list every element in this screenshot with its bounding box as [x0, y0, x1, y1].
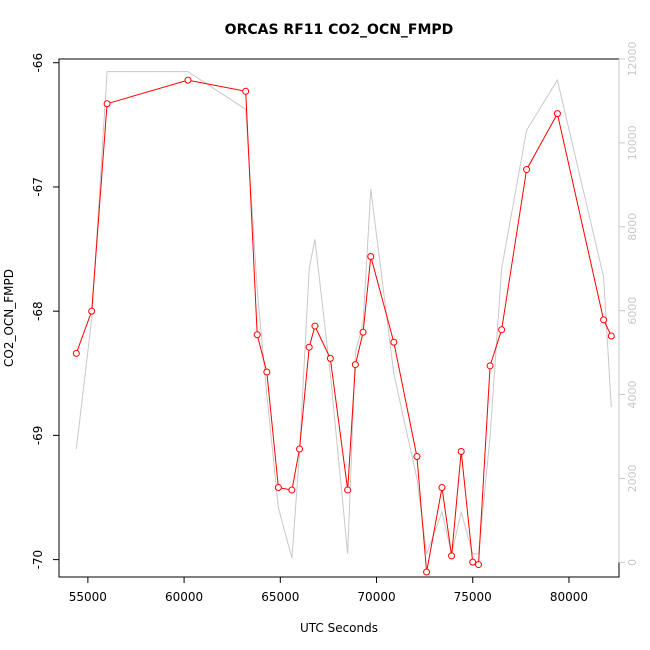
- y2-tick-label: 8000: [626, 213, 639, 241]
- y-axis-left: -66 -67 -68 -69 -70: [31, 53, 60, 570]
- primary-series-point: [344, 486, 352, 494]
- y2-tick-label: 12000: [626, 42, 639, 77]
- y2-tick-label: 2000: [626, 464, 639, 492]
- y-tick-label: -69: [31, 426, 45, 446]
- chart-title: ORCAS RF11 CO2_OCN_FMPD: [225, 22, 454, 38]
- primary-series-point: [390, 338, 398, 346]
- primary-series-point: [457, 448, 465, 456]
- y-tick-label: -67: [31, 177, 45, 197]
- y2-tick-label: 6000: [626, 297, 639, 325]
- x-axis-label: UTC Seconds: [300, 621, 378, 635]
- primary-series-point: [88, 307, 96, 315]
- y-axis-right: 0 2000 4000 6000 8000 10000 12000: [618, 42, 639, 566]
- x-tick-label: 75000: [454, 590, 492, 604]
- primary-series-point: [498, 326, 506, 334]
- x-tick-label: 60000: [165, 590, 203, 604]
- primary-series-point: [288, 486, 296, 494]
- primary-series-point: [72, 349, 80, 357]
- plot-frame: [58, 58, 620, 578]
- primary-series-point: [311, 322, 319, 330]
- y-tick-label: -70: [31, 550, 45, 570]
- x-tick-label: 70000: [357, 590, 395, 604]
- x-tick-label: 65000: [261, 590, 299, 604]
- x-axis: 55000 60000 65000 70000 75000 80000: [69, 576, 588, 604]
- primary-series-point: [253, 331, 261, 339]
- primary-series-point: [242, 87, 250, 95]
- primary-series-line: [75, 79, 612, 573]
- x-tick-label: 55000: [69, 590, 107, 604]
- primary-series-point: [326, 354, 334, 362]
- primary-series-point: [367, 253, 375, 261]
- primary-series-point: [607, 332, 615, 340]
- y2-tick-label: 10000: [626, 125, 639, 160]
- primary-series-point: [423, 568, 431, 576]
- primary-series-point: [486, 362, 494, 370]
- primary-series-point: [523, 166, 531, 174]
- primary-series-point: [296, 445, 304, 453]
- primary-series-point: [305, 343, 313, 351]
- primary-series-point: [351, 361, 359, 369]
- primary-series-point: [103, 100, 111, 108]
- primary-series-point: [274, 484, 282, 492]
- primary-series-point: [438, 484, 446, 492]
- primary-series-point: [263, 368, 271, 376]
- y-axis-label: CO2_OCN_FMPD: [2, 269, 16, 367]
- series-layer: [72, 71, 615, 576]
- primary-series-point: [475, 561, 483, 569]
- x-tick-label: 80000: [550, 590, 588, 604]
- primary-series-point: [448, 552, 456, 560]
- primary-series-point: [413, 453, 421, 461]
- y-tick-label: -68: [31, 301, 45, 321]
- primary-series-point: [553, 110, 561, 118]
- y2-tick-label: 0: [626, 559, 639, 566]
- primary-series-point: [600, 316, 608, 324]
- primary-series-point: [469, 558, 477, 566]
- secondary-series-line: [75, 71, 612, 559]
- y-tick-label: -66: [31, 53, 45, 73]
- y2-tick-label: 4000: [626, 381, 639, 409]
- primary-series-point: [359, 328, 367, 336]
- primary-series-point: [184, 76, 192, 84]
